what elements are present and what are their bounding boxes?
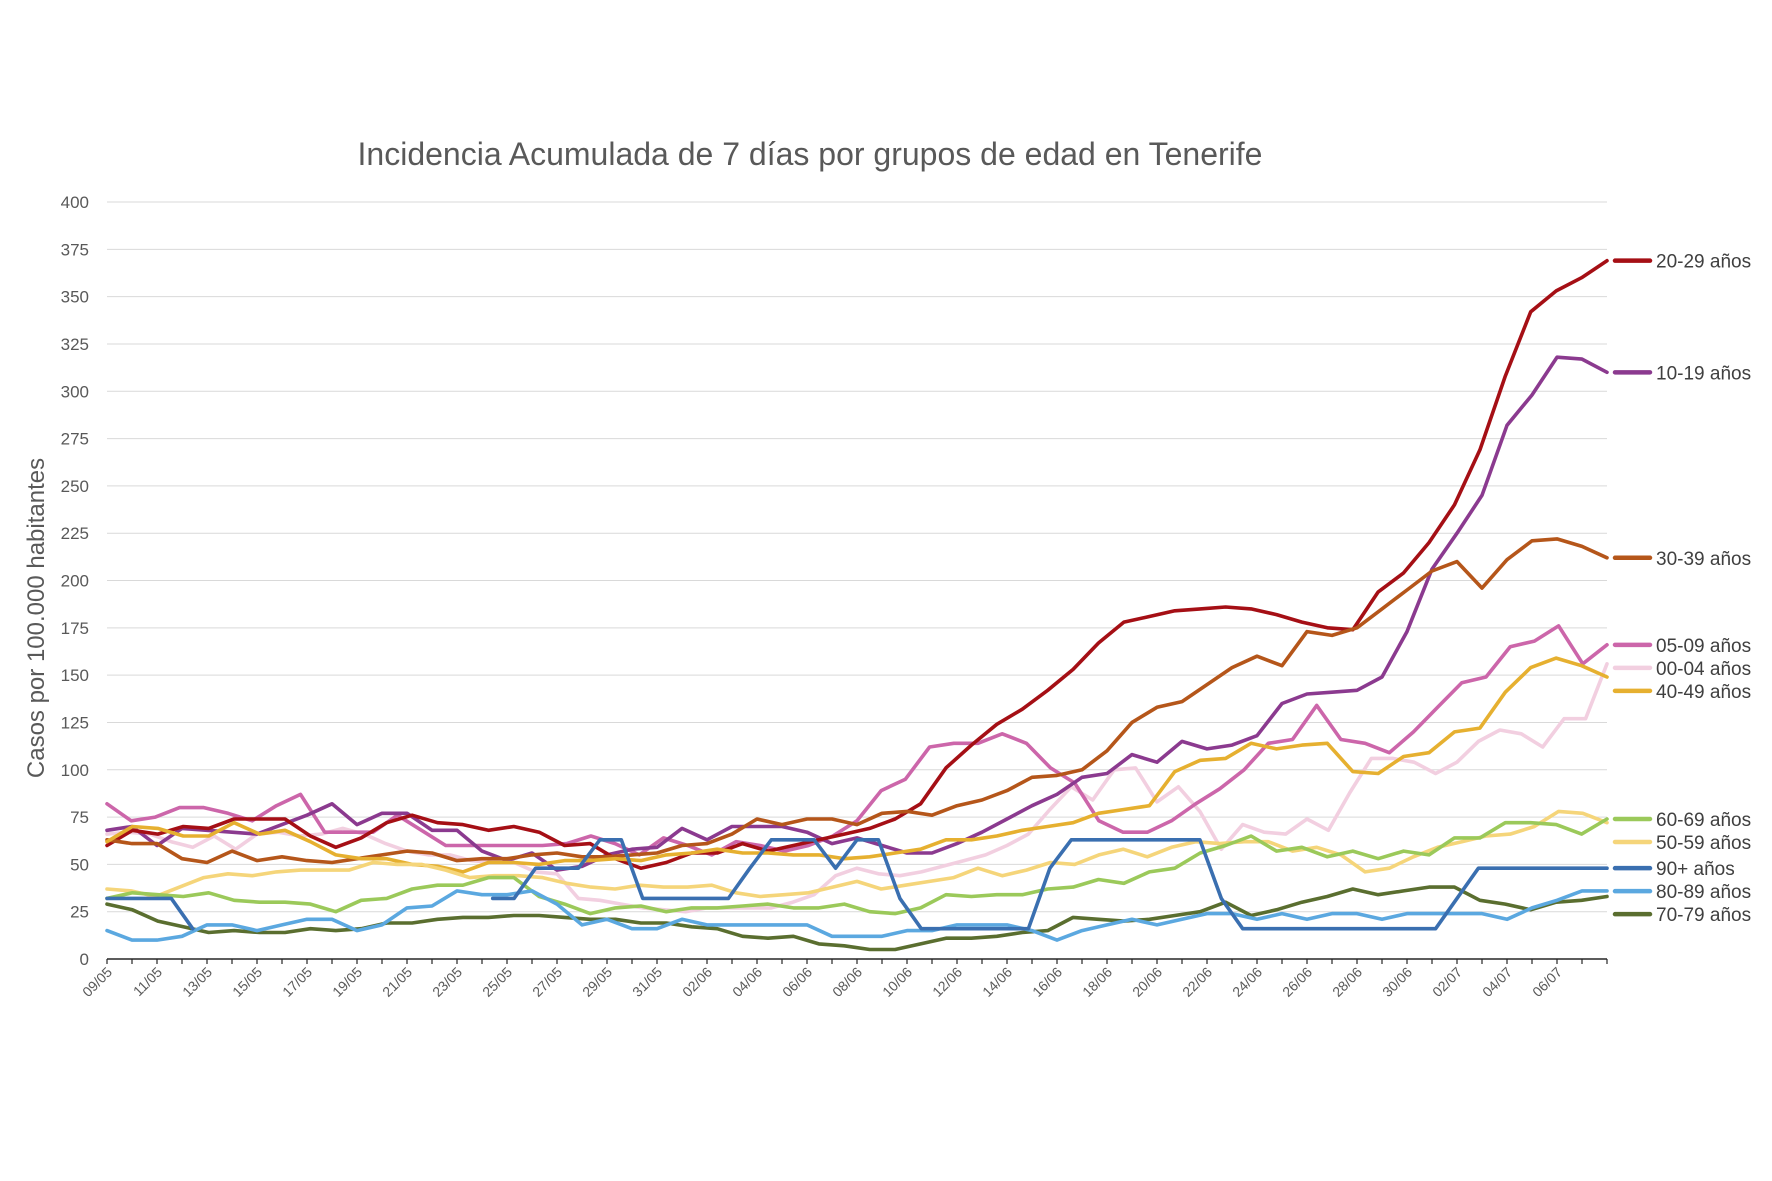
y-tick-label: 225 <box>61 524 89 543</box>
y-tick-label: 75 <box>70 808 89 827</box>
y-tick-label: 250 <box>61 477 89 496</box>
series-line-90plusaos <box>105 838 1609 931</box>
y-tick-label: 300 <box>61 382 89 401</box>
y-tick-label: 350 <box>61 288 89 307</box>
y-tick-label: 175 <box>61 619 89 638</box>
y-tick-label: 125 <box>61 713 89 732</box>
legend-label-2029aos: 20-29 años <box>1656 252 1751 273</box>
series-line-5059aos <box>105 809 1609 899</box>
y-tick-label: 0 <box>80 950 89 969</box>
legend-label-6069aos: 60-69 años <box>1656 810 1751 831</box>
series-line-8089aos <box>105 889 1609 942</box>
y-tick-label: 100 <box>61 761 89 780</box>
series-line-4049aos <box>105 656 1609 874</box>
y-axis-label: Casos por 100.000 habitantes <box>23 458 50 778</box>
y-tick-label: 275 <box>61 430 89 449</box>
legend-label-5059aos: 50-59 años <box>1656 833 1751 854</box>
series-lines <box>105 258 1609 952</box>
legend: 20-29 años 10-19 años 30-39 años 05-09 años… <box>1612 252 1751 926</box>
y-tick-label: 200 <box>61 572 89 591</box>
legend-label-0004aos: 00-04 años <box>1656 659 1751 680</box>
legend-label-4049aos: 40-49 años <box>1656 682 1751 703</box>
y-tick-label: 375 <box>61 240 89 259</box>
legend-label-3039aos: 30-39 años <box>1656 549 1751 570</box>
legend-label-1019aos: 10-19 años <box>1656 363 1751 384</box>
y-tick-label: 400 <box>61 193 89 212</box>
y-tick-label: 25 <box>70 903 89 922</box>
legend-label-7079aos: 70-79 años <box>1656 905 1751 926</box>
legend-label-90plusaos: 90+ años <box>1656 859 1735 880</box>
gridlines <box>107 201 1607 913</box>
series-line-6069aos <box>105 817 1609 916</box>
chart-title: Incidencia Acumulada de 7 días por grupo… <box>358 136 1263 172</box>
series-line-1019aos <box>105 355 1609 872</box>
y-tick-label: 50 <box>70 855 89 874</box>
legend-label-8089aos: 80-89 años <box>1656 882 1751 903</box>
y-tick-labels: 0 25 50 75 100 125 150 175 200 225 250 275 300 325 350… <box>61 193 89 969</box>
series-line-0509aos <box>105 624 1609 857</box>
y-tick-label: 325 <box>61 335 89 354</box>
y-tick-label: 150 <box>61 666 89 685</box>
series-line-2029aos <box>105 258 1609 870</box>
legend-label-0509aos: 05-09 años <box>1656 636 1751 657</box>
